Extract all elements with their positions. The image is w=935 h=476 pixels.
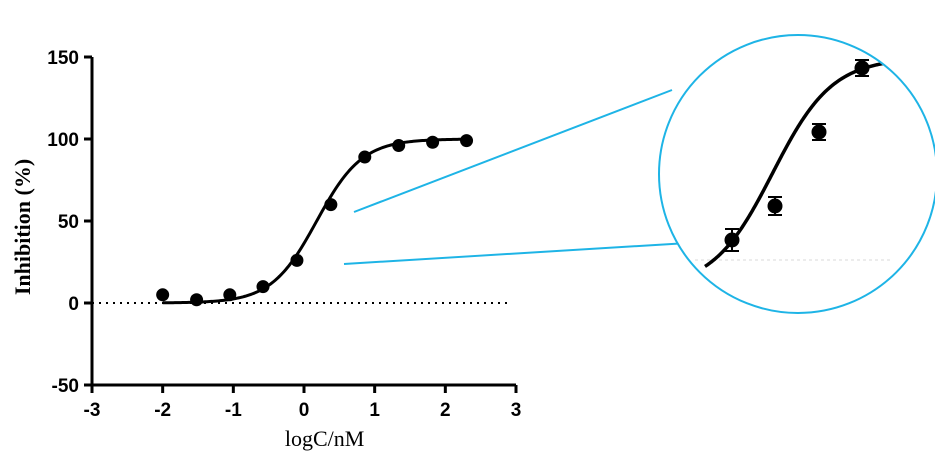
data-points — [156, 134, 474, 307]
y-axis-label: Inhibition (%) — [10, 159, 35, 295]
data-point — [156, 288, 170, 302]
data-point — [392, 139, 406, 153]
x-tick-label: 1 — [369, 400, 380, 421]
y-tick-label: -50 — [52, 376, 79, 397]
x-tick-label: 2 — [440, 400, 451, 421]
inset-data-point — [724, 232, 740, 248]
inset-data-point — [854, 60, 870, 76]
y-tick-label: 50 — [58, 212, 79, 233]
x-axis-label: logC/nM — [285, 426, 364, 451]
y-tick-label: 100 — [47, 130, 79, 151]
fit-curve-group — [162, 137, 467, 305]
data-point — [190, 293, 204, 307]
data-point — [256, 280, 270, 294]
zoom-callout-lines — [343, 89, 689, 265]
inset-data-point — [767, 198, 783, 214]
x-tick-label: -1 — [225, 400, 242, 421]
x-tick-label: -2 — [154, 400, 171, 421]
data-point — [426, 135, 440, 149]
x-tick-label: 0 — [299, 400, 310, 421]
data-point — [358, 150, 372, 164]
callout-line-lower — [343, 242, 689, 265]
fit-curve — [162, 137, 467, 305]
axis-ticks: -50 0 50 100 150 -3 -2 -1 0 1 2 3 — [47, 48, 521, 421]
inset-background — [659, 35, 935, 313]
x-tick-label: 3 — [511, 400, 522, 421]
inset-border — [658, 34, 935, 314]
axes — [90, 57, 516, 387]
data-point — [460, 134, 474, 148]
callout-line-upper — [353, 89, 673, 213]
inset-data-point — [811, 124, 827, 140]
inset-content — [695, 59, 896, 268]
data-point — [290, 253, 304, 267]
data-point — [223, 288, 237, 302]
y-tick-label: 0 — [68, 294, 79, 315]
data-point — [324, 198, 338, 212]
x-tick-label: -3 — [84, 400, 101, 421]
y-tick-label: 150 — [47, 48, 79, 69]
zoom-inset — [658, 34, 935, 314]
